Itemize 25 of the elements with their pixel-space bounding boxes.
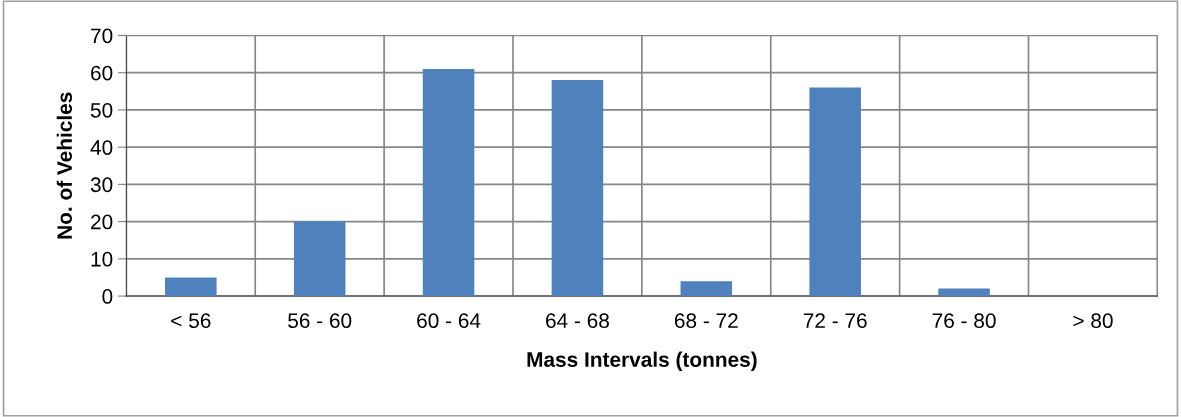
x-tick-label: 72 - 76 [803, 313, 867, 329]
bar [680, 281, 733, 297]
x-tick-label: < 56 [171, 313, 211, 329]
y-tick-label: 70 [91, 28, 113, 44]
y-tick-label: 20 [91, 214, 113, 230]
y-tick-label: 30 [90, 177, 113, 193]
x-axis-title: Mass Intervals (tonnes) [527, 351, 757, 372]
x-tick-label: 56 - 60 [288, 313, 352, 329]
y-tick-label: 60 [91, 65, 113, 81]
y-axis-title: No. of Vehicles [56, 92, 72, 239]
bar [293, 221, 346, 297]
y-tick-label: 0 [102, 289, 113, 304]
x-tick-label: 60 - 64 [417, 313, 481, 329]
x-tick-label: 64 - 68 [546, 313, 609, 329]
bar [165, 277, 217, 297]
bar [422, 68, 475, 297]
x-tick-label: > 80 [1073, 313, 1113, 329]
y-tick-label: 10 [91, 251, 113, 267]
y-tick-label: 50 [90, 102, 113, 118]
bar [551, 80, 604, 297]
x-tick-label: 76 - 80 [932, 313, 996, 329]
bar [938, 288, 990, 297]
bar [809, 87, 861, 297]
x-tick-label: 68 - 72 [674, 313, 738, 329]
y-tick-label: 40 [90, 140, 113, 155]
